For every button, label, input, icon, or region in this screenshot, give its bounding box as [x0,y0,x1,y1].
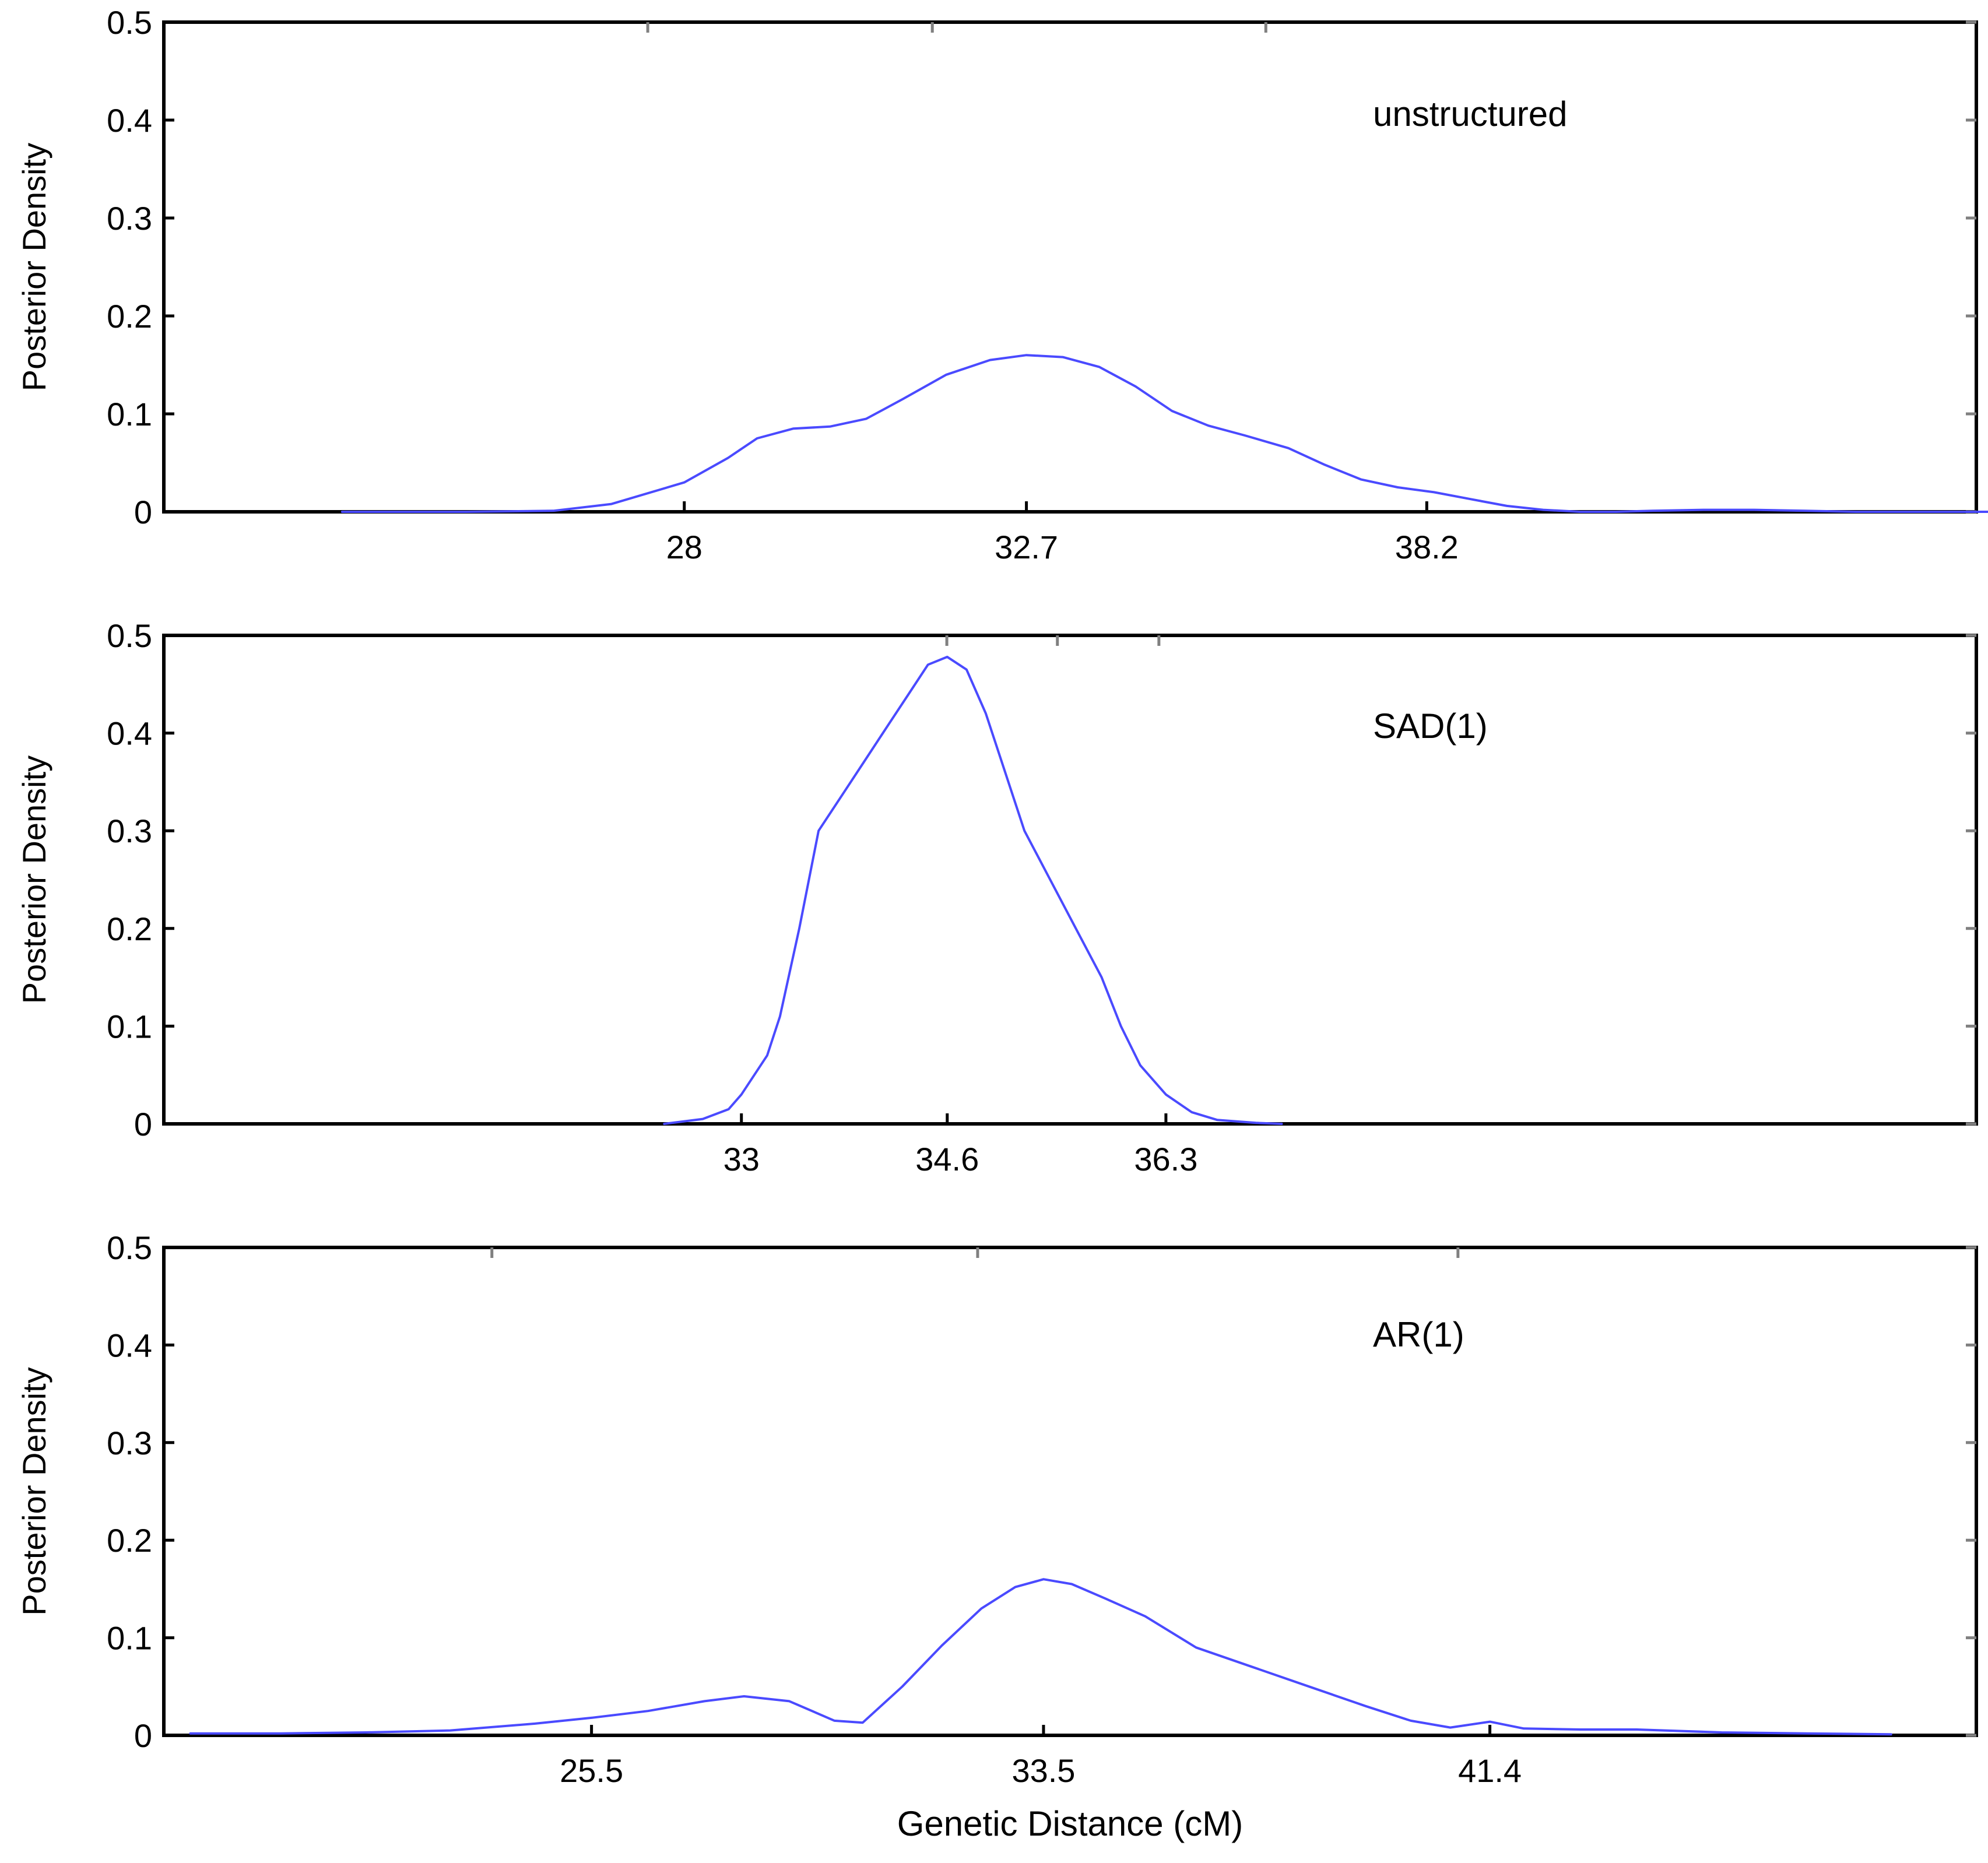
x-tick-label: 32.7 [995,529,1058,565]
x-tick-label: 25.5 [560,1752,623,1789]
panel-annotation: AR(1) [1373,1315,1464,1354]
y-tick-label: 0.3 [107,200,152,237]
plot-frame-1 [162,20,1978,514]
y-tick-label: 0.5 [107,1229,152,1266]
y-tick-label: 0 [134,494,152,530]
y-tick-label: 0.1 [107,1620,152,1657]
y-tick-label: 0.1 [107,1008,152,1045]
y-tick-label: 0 [134,1717,152,1754]
panel-annotation: unstructured [1373,94,1568,133]
plot-frame-2 [162,634,1978,1126]
y-tick-label: 0.2 [107,298,152,335]
x-tick-label: 33.5 [1011,1752,1075,1789]
x-tick-label: 38.2 [1395,529,1459,565]
x-tick-label: 34.6 [915,1141,979,1177]
y-axis-label: Posterior Density [16,143,52,391]
x-tick-label: 36.3 [1134,1141,1197,1177]
x-tick-label: 28 [666,529,703,565]
y-tick-label: 0.5 [107,4,152,41]
y-tick-label: 0.2 [107,1522,152,1559]
y-axis-label: Posterior Density [16,1367,52,1615]
y-axis-label: Posterior Density [16,755,52,1004]
y-tick-label: 0 [134,1106,152,1143]
x-tick-label: 33 [723,1141,760,1177]
y-tick-label: 0.1 [107,396,152,433]
y-tick-label: 0.4 [107,715,152,752]
y-tick-label: 0.3 [107,813,152,849]
y-tick-label: 0.4 [107,1327,152,1363]
density-curve-3 [189,1578,1892,1736]
y-tick-label: 0.2 [107,911,152,947]
density-curve-1 [340,354,1988,513]
y-tick-label: 0.5 [107,617,152,654]
y-tick-label: 0.3 [107,1425,152,1461]
panel-annotation: SAD(1) [1373,706,1488,746]
x-axis-label: Genetic Distance (cM) [897,1804,1244,1843]
plot-frame-3 [162,1246,1978,1737]
x-tick-label: 41.4 [1458,1752,1522,1789]
y-tick-label: 0.4 [107,102,152,139]
density-curve-2 [663,655,1283,1125]
